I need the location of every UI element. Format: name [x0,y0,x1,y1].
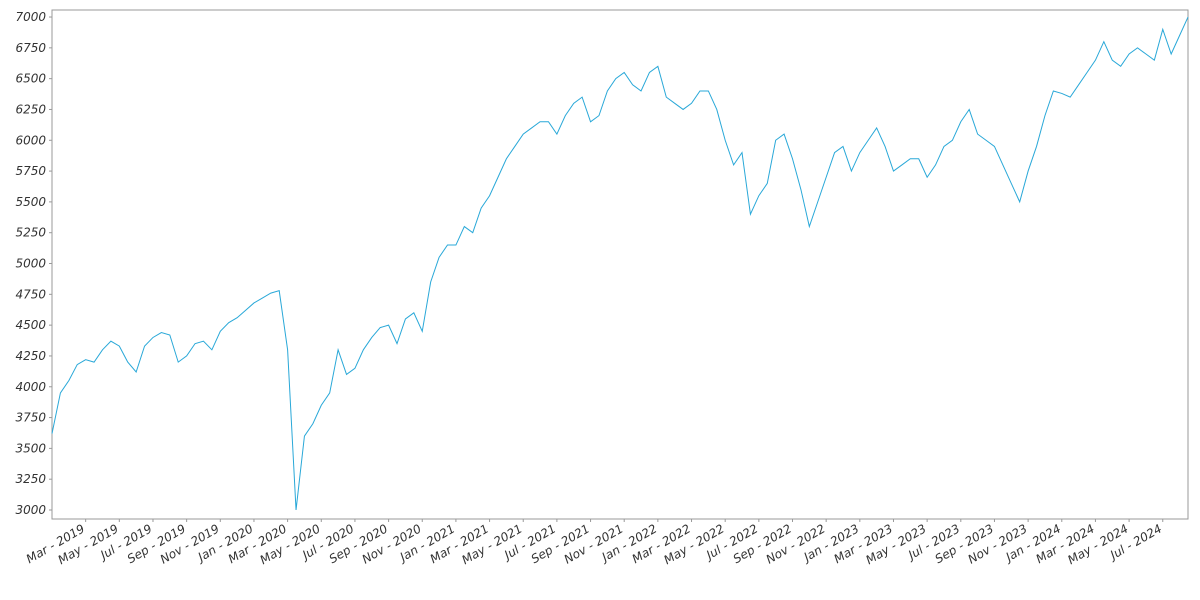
y-tick-label: 4750 [15,287,46,301]
y-tick-label: 3250 [15,472,46,486]
y-tick-label: 3750 [15,411,46,425]
y-tick-label: 4250 [15,349,46,363]
plot-frame [51,9,1189,520]
line-series [51,16,1189,511]
y-tick-label: 6500 [15,72,46,86]
y-tick-label: 6250 [15,102,46,116]
y-tick-label: 3500 [15,441,46,455]
y-tick-label: 7000 [15,10,46,24]
y-tick-label: 5750 [15,164,46,178]
y-tick-label: 3000 [15,503,46,517]
y-tick-label: 6750 [15,41,46,55]
y-tick-label: 6000 [15,133,46,147]
y-tick-label: 5500 [15,195,46,209]
y-tick-label: 4000 [15,380,46,394]
y-tick-label: 5250 [15,226,46,240]
y-tick-label: 4500 [15,318,46,332]
y-tick-label: 5000 [15,257,46,271]
